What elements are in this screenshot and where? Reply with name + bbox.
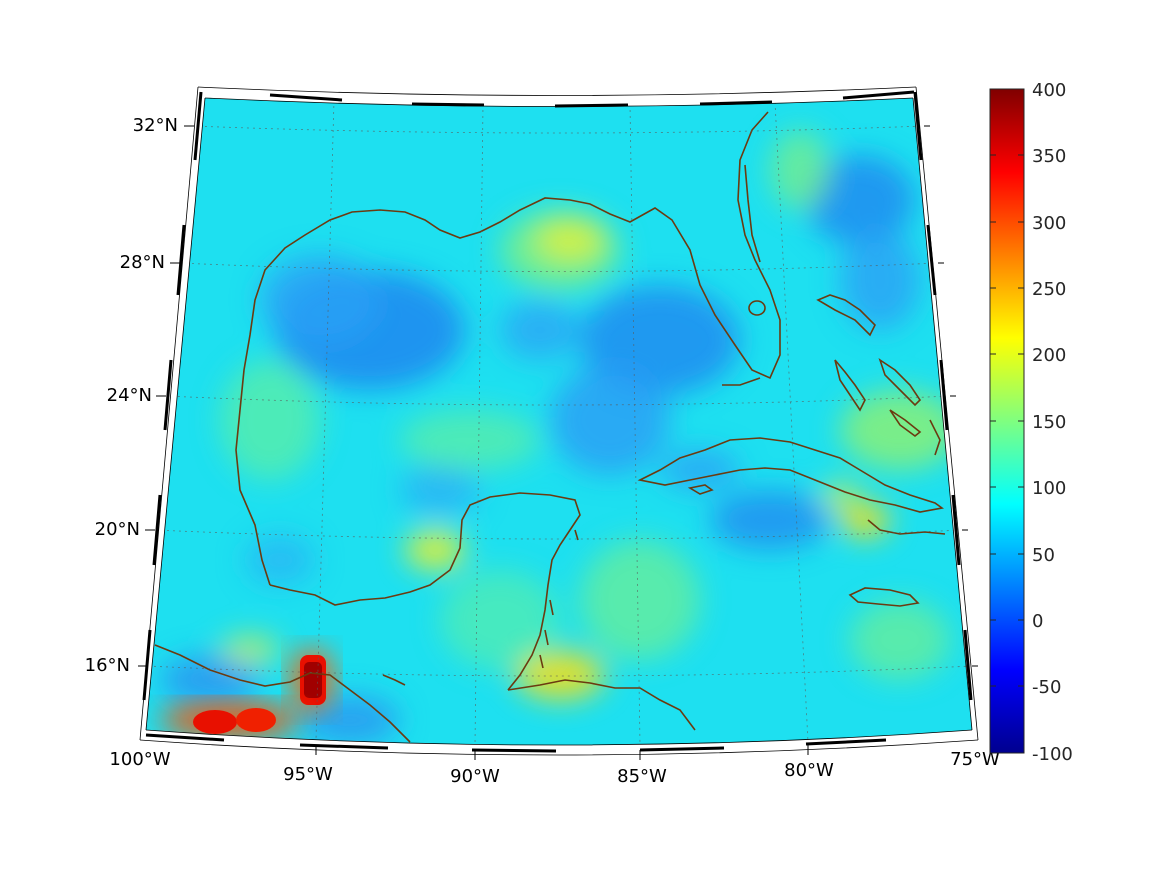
colorbar-label-minus-100: -100 [1032, 744, 1073, 765]
colorbar-label-200: 200 [1032, 345, 1066, 366]
coast-isla-cozumel [574, 529, 579, 541]
coast-bahamas-5 [929, 419, 941, 456]
coast-mexico [269, 492, 581, 691]
colorbar-label-50: 50 [1032, 545, 1055, 566]
colorbar: 400 350 300 250 200 150 100 50 0 -50 -10… [989, 80, 1073, 765]
lat-label-24n: 24°N [107, 385, 152, 406]
coast-bahamas-2 [834, 359, 866, 412]
colorbar-ticks [990, 154, 1024, 687]
lat-label-28n: 28°N [120, 252, 165, 273]
tick-marks [138, 125, 978, 760]
coast-jamaica [848, 587, 920, 607]
coast-pacific [154, 644, 411, 743]
lon-label-100w: 100°W [109, 749, 170, 770]
lon-label-75w: 75°W [950, 749, 1000, 770]
colorbar-label-400: 400 [1032, 80, 1066, 101]
coast-bahamas-4 [889, 409, 922, 438]
colorbar-label-0: 0 [1032, 611, 1043, 632]
coast-honduras-islands [382, 674, 406, 686]
coast-florida-east [744, 164, 761, 263]
lat-label-32n: 32°N [133, 115, 178, 136]
coast-central-america [507, 679, 696, 731]
lon-label-90w: 90°W [450, 766, 500, 787]
graticule [147, 99, 972, 745]
colorbar-label-350: 350 [1032, 146, 1066, 167]
heatmap-field [146, 98, 972, 745]
lon-label-95w: 95°W [283, 764, 333, 785]
colorbar-label-250: 250 [1032, 279, 1066, 300]
coast-isla-juventud [687, 484, 714, 495]
coast-lake-okeechobee [748, 300, 766, 316]
colorbar-label-150: 150 [1032, 412, 1066, 433]
coast-bahamas-3 [878, 358, 922, 407]
coast-bahamas-1 [816, 294, 876, 337]
coast-islands-belize [539, 599, 554, 669]
lat-label-20n: 20°N [95, 519, 140, 540]
coast-gulf-north [235, 111, 781, 586]
coast-florida-keys [722, 377, 761, 386]
coast-hispaniola [867, 519, 946, 535]
coastlines [154, 111, 946, 743]
coast-cuba [637, 437, 945, 513]
colorbar-label-300: 300 [1032, 213, 1066, 234]
colorbar-label-100: 100 [1032, 478, 1066, 499]
heatmap-blobs [160, 130, 960, 745]
map-frame [139, 86, 979, 756]
heatmap-hotspots [160, 648, 334, 738]
lon-label-85w: 85°W [617, 766, 667, 787]
colorbar-label-minus-50: -50 [1032, 677, 1061, 698]
lon-label-80w: 80°W [784, 760, 834, 781]
lat-label-16n: 16°N [85, 655, 130, 676]
